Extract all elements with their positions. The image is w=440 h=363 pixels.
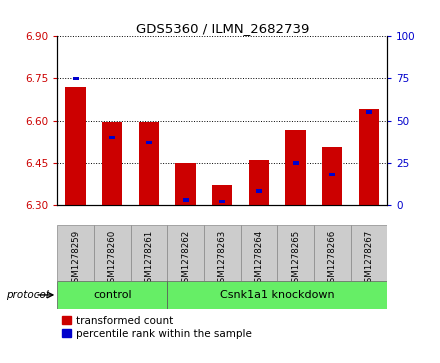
Bar: [366, 110, 372, 114]
Bar: [241, 225, 277, 281]
Text: GSM1278261: GSM1278261: [144, 229, 154, 288]
Bar: [57, 225, 94, 281]
Legend: transformed count, percentile rank within the sample: transformed count, percentile rank withi…: [62, 315, 252, 339]
Bar: [204, 225, 241, 281]
Text: GSM1278265: GSM1278265: [291, 229, 300, 288]
Bar: [66, 87, 86, 205]
Bar: [146, 140, 152, 144]
Bar: [212, 185, 232, 205]
Title: GDS5360 / ILMN_2682739: GDS5360 / ILMN_2682739: [136, 22, 309, 35]
Text: GSM1278262: GSM1278262: [181, 229, 190, 288]
Bar: [94, 225, 131, 281]
Bar: [139, 122, 159, 205]
Text: GSM1278264: GSM1278264: [254, 229, 264, 288]
Bar: [314, 225, 351, 281]
Text: protocol: protocol: [6, 290, 48, 300]
Bar: [109, 135, 115, 139]
Text: GSM1278266: GSM1278266: [328, 229, 337, 288]
Text: control: control: [93, 290, 132, 300]
Text: GSM1278263: GSM1278263: [218, 229, 227, 288]
Bar: [102, 122, 122, 205]
Bar: [249, 160, 269, 205]
Bar: [57, 281, 167, 309]
Text: GSM1278259: GSM1278259: [71, 229, 80, 288]
Bar: [322, 147, 342, 205]
Bar: [219, 200, 225, 203]
Bar: [131, 225, 167, 281]
Bar: [286, 130, 306, 205]
Bar: [167, 281, 387, 309]
Bar: [183, 198, 189, 201]
Bar: [277, 225, 314, 281]
Bar: [359, 109, 379, 205]
Bar: [167, 225, 204, 281]
Bar: [351, 225, 387, 281]
Text: Csnk1a1 knockdown: Csnk1a1 knockdown: [220, 290, 334, 300]
Bar: [176, 163, 196, 205]
Bar: [256, 189, 262, 193]
Bar: [293, 161, 299, 164]
Bar: [73, 77, 79, 80]
Text: GSM1278267: GSM1278267: [364, 229, 374, 288]
Bar: [329, 173, 335, 176]
Text: GSM1278260: GSM1278260: [108, 229, 117, 288]
